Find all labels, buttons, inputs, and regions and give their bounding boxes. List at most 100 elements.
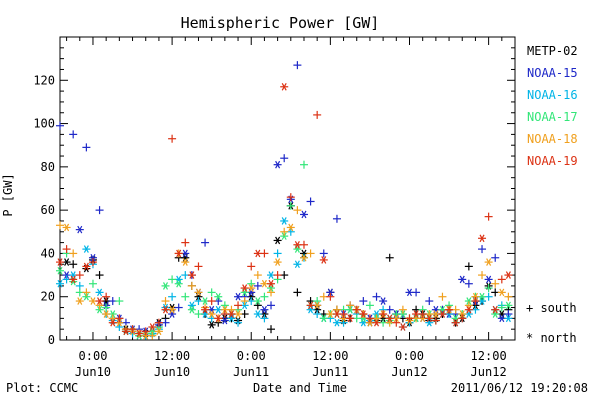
north-point [293,260,302,269]
south-point [115,297,124,306]
y-axis: 0 20 40 60 80 100 120 [33,47,515,347]
south-point [168,275,177,284]
x-tick-time-label: 12:00 [312,349,348,363]
south-point [491,279,500,288]
south-point [464,279,473,288]
north-point [504,301,513,310]
x-tick-date-label: Jun10 [154,365,190,379]
south-point [273,249,282,258]
north-point [293,245,302,253]
south-point [207,288,216,297]
south-point [95,271,104,280]
x-tick-time-label: 12:00 [154,349,190,363]
north-point [148,323,157,331]
legend-entry: METP-02 [527,44,578,58]
north-point [293,240,302,249]
south-point [207,297,216,306]
north-point [108,318,117,327]
legend-entry: NOAA-18 [527,132,578,146]
north-point [425,314,434,323]
north-point [332,318,341,327]
south-point [313,310,322,319]
north-point [194,288,203,297]
south-point [313,297,322,306]
south-point [491,253,500,262]
north-point [405,288,414,297]
north-point [88,253,97,262]
data-points [56,61,513,340]
north-point [319,314,328,323]
north-point [135,329,144,338]
south-point [445,305,454,314]
south-point [88,258,97,267]
south-point [115,323,124,332]
north-point [299,253,308,262]
north-point [306,305,315,314]
north-point [220,305,229,314]
south-point [82,288,91,297]
south-point [464,262,473,271]
south-point [438,292,447,301]
north-point [253,297,262,305]
south-point [478,271,487,280]
north-point [187,301,196,310]
south-point [286,201,295,210]
south-point [280,154,289,163]
south-point [115,314,124,323]
north-point [187,271,196,279]
north-point [69,275,78,284]
south-point [273,271,282,280]
north-point [346,314,355,323]
north-point [464,305,473,314]
north-point [273,258,282,266]
south-point [95,301,104,310]
south-point [306,197,315,206]
x-tick-date-label: Jun10 [75,365,111,379]
north-point [253,310,262,318]
south-point [497,275,506,284]
north-point [326,288,335,297]
north-point [504,314,513,323]
south-point [168,292,177,301]
north-point [214,292,223,301]
south-point [458,314,467,323]
south-point [293,61,302,70]
x-tick-time-label: 0:00 [395,349,424,363]
north-point [95,288,104,297]
north-point [451,318,460,327]
south-point [181,292,190,301]
north-point [306,301,315,310]
x-tick-time-label: 0:00 [79,349,108,363]
south-point [379,310,388,319]
south-point [392,318,401,327]
north-point [412,310,421,318]
south-point [313,110,322,119]
north-point [181,258,190,266]
x-tick-date-label: Jun12 [471,365,507,379]
south-point [332,214,341,223]
south-point [352,305,361,314]
south-point [154,318,163,327]
south-point [187,281,196,290]
north-point [95,305,104,314]
north-point [56,266,64,275]
north-point [82,245,91,253]
south-point [306,249,315,258]
north-point [458,275,467,284]
x-tick-date-label: Jun11 [312,365,348,379]
north-point [227,310,236,318]
south-point [431,316,440,325]
south-point [69,249,78,258]
south-point [247,262,256,271]
south-point [234,301,243,310]
symbol-legend-entry: * north [526,331,577,345]
y-tick-label: 80 [41,160,55,174]
symbol-legend-entry: + south [526,301,577,315]
north-point [385,314,394,323]
north-point [56,279,64,288]
south-point [405,314,414,323]
north-point [504,271,513,279]
south-point [484,212,493,221]
north-point [82,262,91,271]
